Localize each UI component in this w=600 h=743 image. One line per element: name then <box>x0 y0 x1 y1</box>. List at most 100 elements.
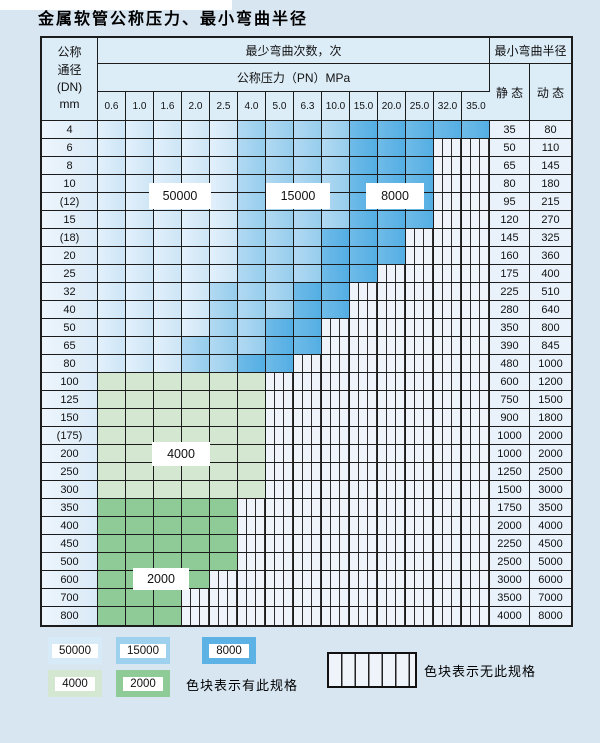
no-spec-cell <box>434 445 462 463</box>
spec-cell-2000 <box>154 499 182 517</box>
no-spec-cell <box>406 391 434 409</box>
no-spec-cell <box>322 427 350 445</box>
static-radius-value: 2500 <box>490 553 530 571</box>
legend-50000-label: 50000 <box>52 643 98 658</box>
no-spec-cell <box>322 409 350 427</box>
no-spec-cell <box>294 535 322 553</box>
no-spec-cell <box>462 409 490 427</box>
spec-cell-15000 <box>238 301 266 319</box>
label-4000: 4000 <box>152 442 210 466</box>
spec-cell-8000 <box>322 283 350 301</box>
no-spec-cell <box>462 301 490 319</box>
no-spec-cell <box>294 391 322 409</box>
no-spec-cell <box>406 427 434 445</box>
no-spec-cell <box>378 301 406 319</box>
pressure-header: 公称压力（PN）MPa <box>98 64 490 92</box>
page-title: 金属软管公称压力、最小弯曲半径 <box>38 9 309 28</box>
spec-cell-15000 <box>210 319 238 337</box>
no-spec-cell <box>322 535 350 553</box>
static-radius-value: 3000 <box>490 571 530 589</box>
spec-cell-2000 <box>98 517 126 535</box>
spec-cell-4000 <box>238 463 266 481</box>
static-radius-value: 175 <box>490 265 530 283</box>
dn-value: 4 <box>42 121 98 139</box>
no-spec-cell <box>266 517 294 535</box>
no-spec-cell <box>210 589 238 607</box>
spec-cell-50000 <box>182 319 210 337</box>
spec-cell-2000 <box>98 499 126 517</box>
no-spec-cell <box>350 481 378 499</box>
no-spec-cell <box>266 535 294 553</box>
spec-cell-50000 <box>98 139 126 157</box>
table-row: 450 2250 4500 <box>42 535 571 553</box>
spec-cell-50000 <box>98 211 126 229</box>
no-spec-cell <box>462 193 490 211</box>
dynamic-radius-value: 5000 <box>530 553 571 571</box>
spec-cell-2000 <box>154 607 182 625</box>
no-spec-cell <box>434 517 462 535</box>
spec-cell-8000 <box>266 337 294 355</box>
no-spec-cell <box>406 265 434 283</box>
no-spec-cell <box>462 607 490 625</box>
legend-50000-swatch: 50000 <box>48 637 102 664</box>
no-spec-cell <box>462 319 490 337</box>
static-radius-value: 900 <box>490 409 530 427</box>
pressure-col-header: 15.0 <box>350 92 378 121</box>
spec-cell-50000 <box>154 247 182 265</box>
no-spec-cell <box>210 607 238 625</box>
no-spec-cell <box>294 409 322 427</box>
spec-cell-4000 <box>98 391 126 409</box>
spec-cell-50000 <box>126 247 154 265</box>
no-spec-cell <box>266 445 294 463</box>
spec-cell-15000 <box>238 319 266 337</box>
spec-cell-8000 <box>350 157 378 175</box>
spec-cell-8000 <box>378 139 406 157</box>
spec-cell-15000 <box>266 283 294 301</box>
spec-cell-8000 <box>322 301 350 319</box>
no-spec-cell <box>350 517 378 535</box>
static-radius-value: 1000 <box>490 427 530 445</box>
no-spec-cell <box>434 463 462 481</box>
spec-cell-50000 <box>210 211 238 229</box>
no-spec-cell <box>238 571 266 589</box>
spec-cell-50000 <box>154 229 182 247</box>
spec-cell-8000 <box>378 157 406 175</box>
table-row: (175) 1000 2000 <box>42 427 571 445</box>
spec-cell-2000 <box>182 499 210 517</box>
no-spec-cell <box>378 409 406 427</box>
dn-value: 32 <box>42 283 98 301</box>
dynamic-column-header: 动 态 <box>530 64 571 121</box>
spec-cell-50000 <box>154 265 182 283</box>
spec-cell-15000 <box>294 139 322 157</box>
spec-cell-8000 <box>462 121 490 139</box>
no-spec-cell <box>462 157 490 175</box>
dn-value: 500 <box>42 553 98 571</box>
no-spec-cell <box>294 373 322 391</box>
static-radius-value: 120 <box>490 211 530 229</box>
spec-cell-2000 <box>154 589 182 607</box>
no-spec-cell <box>350 589 378 607</box>
dynamic-radius-value: 2000 <box>530 445 571 463</box>
spec-cell-4000 <box>98 427 126 445</box>
no-spec-cell <box>210 571 238 589</box>
spec-cell-8000 <box>350 139 378 157</box>
spec-cell-50000 <box>126 211 154 229</box>
no-spec-cell <box>266 409 294 427</box>
spec-cell-50000 <box>154 337 182 355</box>
label-50000: 50000 <box>149 183 211 209</box>
label-15000: 15000 <box>266 183 330 209</box>
spec-cell-50000 <box>126 337 154 355</box>
no-spec-cell <box>238 517 266 535</box>
no-spec-cell <box>462 355 490 373</box>
no-spec-cell <box>378 319 406 337</box>
dn-value: 250 <box>42 463 98 481</box>
pressure-col-header: 2.0 <box>182 92 210 121</box>
spec-cell-4000 <box>238 391 266 409</box>
dn-value: (18) <box>42 229 98 247</box>
pressure-col-header: 1.0 <box>126 92 154 121</box>
no-spec-cell <box>294 481 322 499</box>
radius-header: 最小弯曲半径 <box>490 38 571 64</box>
no-spec-cell <box>378 463 406 481</box>
spec-cell-8000 <box>350 229 378 247</box>
table-row: 32 225 510 <box>42 283 571 301</box>
